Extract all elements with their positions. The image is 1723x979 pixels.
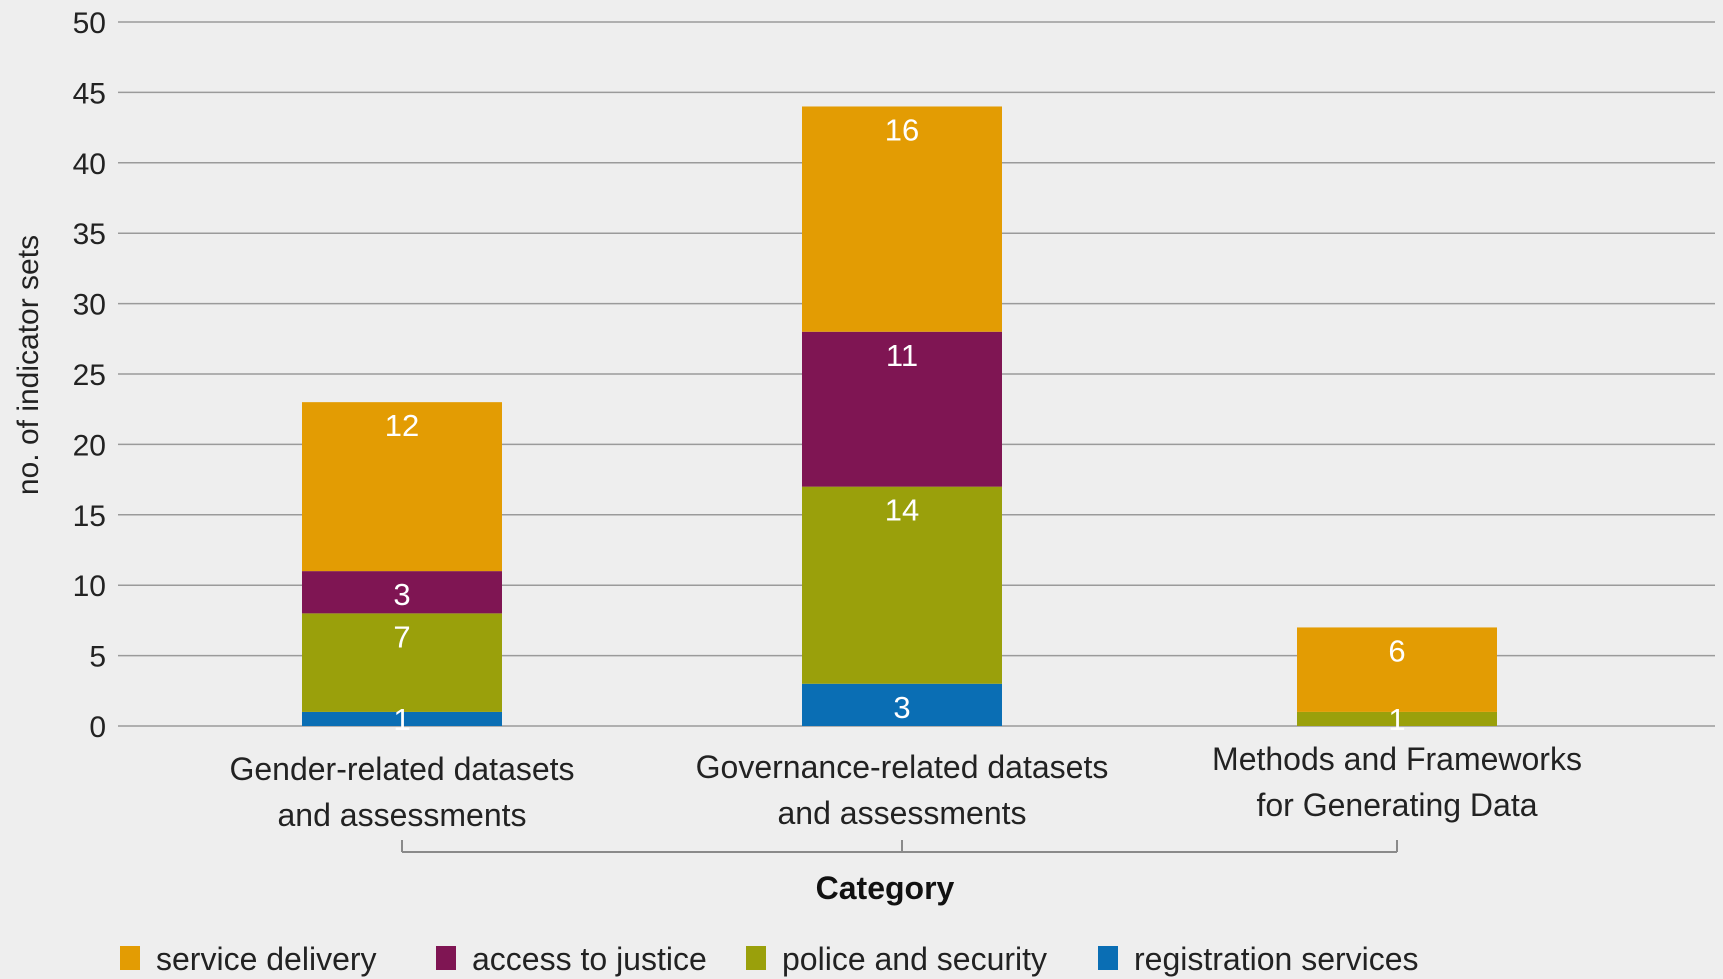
legend-swatch (746, 946, 766, 970)
legend-label: police and security (782, 941, 1047, 977)
x-tick-label: for Generating Data (1256, 787, 1537, 823)
y-tick-label: 45 (73, 77, 106, 110)
legend-item: registration services (1098, 941, 1419, 977)
legend-label: access to justice (472, 941, 707, 977)
data-label: 14 (885, 493, 919, 528)
data-label: 3 (393, 577, 410, 612)
category-bracket (401, 840, 1398, 853)
bar-segment (802, 331, 1002, 487)
y-axis-ticks: 0 5 10 15 20 25 30 35 40 45 50 (73, 7, 106, 744)
x-tick-label: Governance-related datasets (696, 749, 1109, 785)
bar-segment (802, 106, 1002, 332)
data-label: 7 (393, 619, 410, 654)
legend-item: service delivery (120, 941, 377, 977)
legend: service delivery access to justice police … (120, 941, 1419, 977)
y-tick-label: 0 (89, 711, 106, 744)
bar-segment (302, 571, 502, 614)
y-axis-label: no. of indicator sets (12, 235, 45, 495)
legend-label: registration services (1134, 941, 1419, 977)
y-tick-label: 5 (89, 641, 106, 674)
x-axis-categories: Gender-related datasets and assessments Go… (229, 741, 1582, 833)
data-label: 1 (393, 702, 410, 737)
x-tick-label: Gender-related datasets (229, 751, 574, 787)
bar-segment (302, 711, 502, 726)
y-tick-label: 25 (73, 359, 106, 392)
y-tick-label: 10 (73, 570, 106, 603)
bar-segment (802, 683, 1002, 726)
bar-segment (302, 613, 502, 712)
x-axis-label: Category (816, 870, 955, 906)
legend-swatch (1098, 946, 1118, 970)
y-tick-label: 40 (73, 148, 106, 181)
legend-swatch (120, 946, 140, 970)
bar-segment (302, 402, 502, 572)
bars (302, 106, 1497, 726)
bar-segment (802, 486, 1002, 684)
legend-item: access to justice (436, 941, 707, 977)
bar-segment (1297, 627, 1497, 712)
y-tick-label: 30 (73, 289, 106, 322)
data-label: 1 (1388, 702, 1405, 737)
y-tick-label: 20 (73, 429, 106, 462)
legend-label: service delivery (156, 941, 377, 977)
legend-item: police and security (746, 941, 1047, 977)
data-label: 11 (886, 338, 918, 373)
legend-swatch (436, 946, 456, 970)
data-label: 12 (385, 408, 419, 443)
data-label: 6 (1388, 633, 1405, 668)
x-tick-label: Methods and Frameworks (1212, 741, 1582, 777)
x-tick-label: and assessments (277, 797, 526, 833)
data-label: 16 (885, 112, 919, 147)
y-tick-label: 15 (73, 500, 106, 533)
bar-segment (1297, 711, 1497, 726)
y-tick-label: 35 (73, 218, 106, 251)
data-label: 3 (893, 690, 910, 725)
y-tick-label: 50 (73, 7, 106, 40)
x-tick-label: and assessments (777, 795, 1026, 831)
